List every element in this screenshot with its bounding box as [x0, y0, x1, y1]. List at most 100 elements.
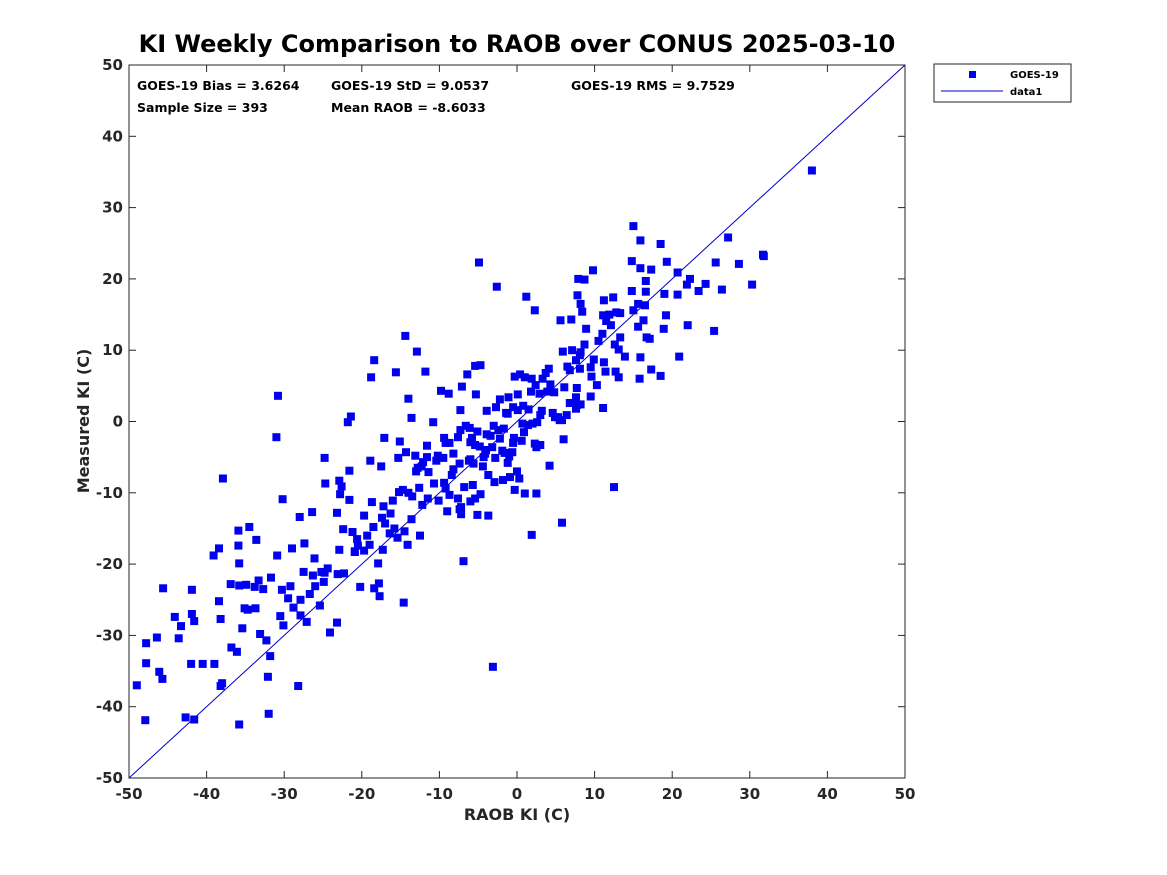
data-point	[611, 367, 620, 376]
data-point	[466, 438, 475, 447]
data-point	[587, 372, 596, 381]
data-point	[317, 567, 326, 576]
data-point	[491, 453, 500, 462]
data-point	[187, 610, 196, 618]
data-point	[310, 554, 319, 563]
data-point	[340, 569, 348, 578]
data-point	[594, 336, 603, 345]
data-point	[471, 361, 480, 370]
data-point	[599, 311, 608, 320]
y-tick-label: 40	[102, 127, 123, 145]
data-point	[356, 582, 365, 591]
data-point	[535, 389, 544, 398]
data-point	[350, 548, 359, 556]
data-point	[656, 371, 665, 380]
data-point	[533, 418, 542, 427]
data-point	[513, 390, 522, 399]
data-point	[216, 615, 225, 623]
data-point	[326, 628, 334, 637]
data-point	[563, 362, 572, 371]
data-point	[527, 387, 535, 396]
data-point	[506, 473, 514, 482]
data-point	[177, 622, 185, 631]
data-point	[235, 559, 244, 568]
chart-title: KI Weekly Comparison to RAOB over CONUS …	[139, 30, 896, 58]
data-point	[394, 453, 403, 462]
data-point	[278, 495, 287, 504]
data-point	[558, 518, 566, 527]
data-point	[589, 266, 597, 275]
data-point	[586, 392, 595, 401]
data-point	[499, 476, 507, 484]
data-point	[567, 315, 576, 324]
data-point	[610, 483, 618, 492]
data-point	[578, 307, 587, 316]
y-tick-label: -40	[96, 698, 123, 716]
legend: GOES-19 data1	[933, 63, 1072, 103]
data-point	[710, 326, 719, 335]
data-point	[320, 453, 329, 462]
data-point	[142, 639, 151, 648]
data-point	[807, 166, 816, 175]
data-point	[440, 478, 449, 487]
data-point	[174, 634, 183, 643]
data-point	[374, 579, 383, 588]
data-point	[266, 652, 275, 661]
data-point	[519, 401, 528, 410]
data-point	[263, 672, 272, 681]
data-point	[550, 388, 559, 397]
data-point	[296, 611, 305, 620]
data-point	[251, 604, 260, 613]
data-point	[159, 584, 168, 593]
data-point	[227, 643, 236, 652]
data-point	[660, 289, 669, 298]
data-point	[576, 348, 585, 357]
data-points	[132, 166, 816, 729]
data-point	[353, 535, 362, 544]
data-point	[308, 571, 317, 580]
data-point	[641, 301, 649, 310]
data-point	[494, 426, 503, 435]
data-point	[558, 347, 567, 356]
data-point	[484, 511, 493, 520]
data-point	[457, 382, 466, 391]
data-point	[449, 449, 458, 458]
data-point	[132, 681, 141, 690]
y-tick-label: 30	[102, 199, 123, 217]
stat-rms: GOES-19 RMS = 9.7529	[571, 78, 735, 93]
data-point	[457, 510, 466, 519]
data-point	[610, 340, 619, 349]
y-tick-label: -10	[96, 484, 123, 502]
data-point	[234, 541, 243, 550]
legend-label-data1: data1	[1010, 87, 1042, 98]
data-point	[311, 582, 320, 591]
data-point	[449, 465, 458, 474]
data-point	[616, 309, 625, 318]
data-point	[639, 316, 648, 325]
data-point	[375, 592, 384, 601]
data-point	[528, 419, 537, 428]
data-point	[645, 334, 654, 343]
data-point	[399, 598, 408, 607]
y-tick-label: 20	[102, 270, 123, 288]
data-point	[466, 497, 475, 506]
data-point	[694, 287, 703, 295]
data-point	[419, 458, 428, 467]
data-point	[378, 513, 386, 522]
legend-box	[933, 63, 1072, 103]
data-point	[490, 478, 499, 487]
data-point	[634, 299, 643, 308]
data-point	[748, 280, 757, 289]
data-point	[524, 405, 533, 414]
data-point	[407, 413, 416, 422]
data-point	[226, 580, 235, 589]
data-point	[391, 368, 400, 377]
data-point	[518, 419, 527, 428]
data-point	[190, 617, 199, 626]
data-point	[532, 443, 541, 452]
data-point	[279, 621, 288, 630]
data-point	[360, 511, 369, 520]
data-point	[573, 291, 582, 300]
data-point	[629, 306, 638, 315]
